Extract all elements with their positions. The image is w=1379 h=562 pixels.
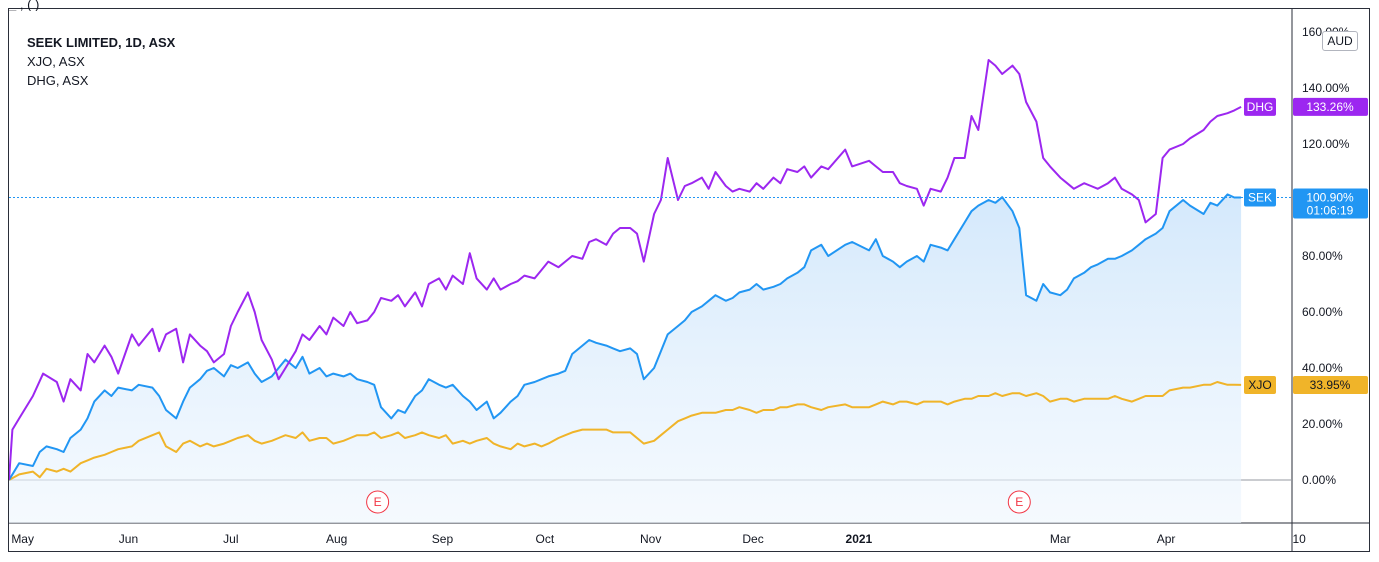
x-tick-label: Mar — [1050, 532, 1071, 546]
series-tag-xjo — [1244, 375, 1276, 394]
x-tick-label: Aug — [326, 532, 347, 546]
series-value-box — [1293, 97, 1368, 116]
series-value-box — [1293, 188, 1368, 219]
y-tick-label: 20.00% — [1302, 417, 1343, 431]
y-tick-label: 120.00% — [1302, 137, 1350, 151]
x-tick-label: Dec — [742, 532, 763, 546]
y-tick-label: 140.00% — [1302, 81, 1350, 95]
series-tag-name: XJO — [1248, 378, 1271, 392]
series-countdown-label: 01:06:19 — [1307, 203, 1354, 217]
header-partial-text: _ , ( ) — [9, 0, 40, 11]
x-tick-label: 10 — [1292, 532, 1306, 546]
x-tick-label: May — [11, 532, 34, 546]
x-tick-label: 2021 — [846, 532, 873, 546]
series-tag-name: SEK — [1248, 190, 1272, 204]
y-tick-label: 80.00% — [1302, 249, 1343, 263]
series-value-label: 33.95% — [1310, 378, 1351, 392]
y-tick-label: 0.00% — [1302, 473, 1336, 487]
earnings-marker-label: E — [1015, 495, 1023, 509]
x-tick-label: Jun — [119, 532, 138, 546]
earnings-marker-label: E — [374, 495, 382, 509]
legend-symbol-dhg[interactable]: DHG, ASX — [27, 73, 89, 88]
x-tick-label: Oct — [536, 532, 555, 546]
y-tick-label: 60.00% — [1302, 305, 1343, 319]
x-tick-label: Apr — [1157, 532, 1176, 546]
legend: SEEK LIMITED, 1D, ASX XJO, ASX DHG, ASX — [27, 33, 175, 90]
series-tag-name: DHG — [1247, 100, 1274, 114]
series-value-label: 133.26% — [1306, 100, 1354, 114]
earnings-marker-icon — [366, 490, 390, 514]
series-tag-sek — [1244, 188, 1276, 207]
chart-canvas[interactable]: 160.00%140.00%120.00%100.00%80.00%60.00%… — [9, 9, 1369, 551]
x-tick-label: Nov — [640, 532, 661, 546]
series-line-dhg — [9, 59, 1242, 481]
series-tag-dhg — [1244, 97, 1276, 116]
series-line-sek — [9, 193, 1242, 481]
x-tick-label: Jul — [223, 532, 238, 546]
earnings-marker-icon — [1007, 490, 1031, 514]
chart-frame: 160.00%140.00%120.00%100.00%80.00%60.00%… — [8, 0, 1370, 552]
legend-symbol-xjo[interactable]: XJO, ASX — [27, 54, 85, 69]
y-tick-label: 40.00% — [1302, 361, 1343, 375]
series-value-box — [1293, 375, 1368, 394]
sek-area-fill — [9, 194, 1242, 523]
series-value-label: 100.90% — [1306, 190, 1354, 204]
currency-button[interactable]: AUD — [1322, 31, 1358, 51]
legend-main-symbol[interactable]: SEEK LIMITED, 1D, ASX — [27, 35, 176, 50]
x-tick-label: Sep — [432, 532, 454, 546]
series-line-xjo — [9, 381, 1242, 481]
